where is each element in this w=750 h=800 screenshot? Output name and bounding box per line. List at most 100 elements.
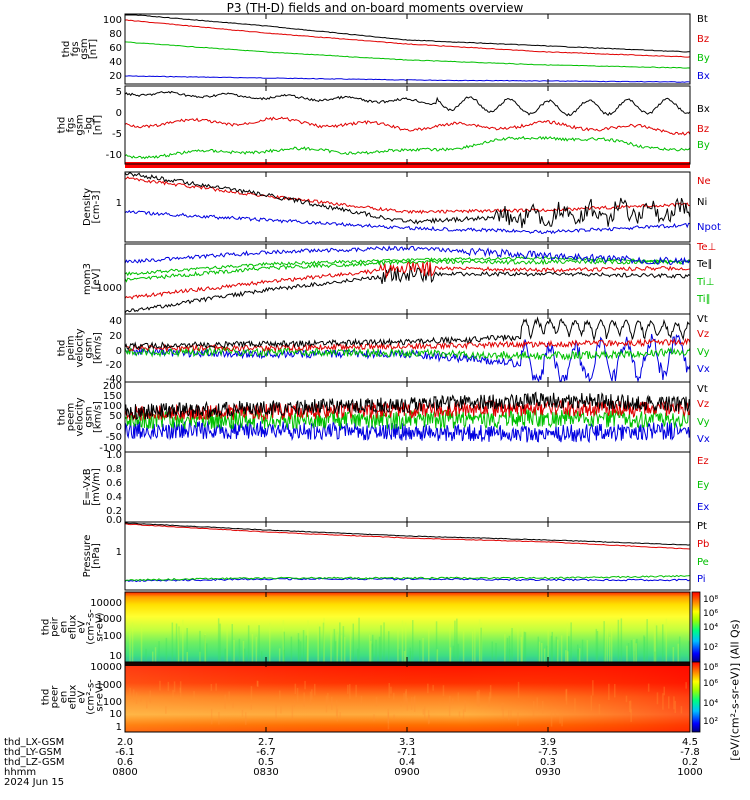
electron-streak [422, 708, 425, 715]
ion-streak [217, 618, 220, 662]
ion-streak [471, 631, 474, 662]
ion-streak [449, 647, 452, 662]
legend-entry: Vx [697, 434, 710, 445]
ion-streak [178, 626, 180, 662]
electron-streak [680, 706, 683, 714]
y-tick-label: -20 [105, 360, 122, 371]
legend-entry: Te∥ [697, 259, 713, 270]
legend-entry: Vx [697, 364, 710, 375]
electron-streak [554, 708, 556, 718]
legend-entry: Ti∥ [697, 294, 711, 305]
ion-streak [603, 621, 605, 662]
electron-streak [501, 703, 503, 711]
y-tick-label: 0 [115, 346, 122, 357]
electron-streak [387, 712, 390, 730]
ephemeris-value: 0.2 [682, 757, 698, 768]
ion-streak [339, 622, 341, 662]
ion-streak [177, 625, 180, 662]
electron-streak [173, 681, 176, 693]
electron-streak [280, 706, 282, 714]
ion-streak [577, 649, 579, 662]
electron-streak [347, 684, 349, 694]
ion-streak [131, 622, 134, 662]
ion-streak [334, 641, 337, 662]
ion-streak [199, 630, 201, 662]
legend-entry: Bz [697, 34, 710, 45]
ion-streak [409, 647, 411, 662]
ion-streak [243, 648, 246, 662]
vy-ion-line [124, 346, 691, 361]
ion-streak [577, 644, 579, 662]
ion-streak [238, 638, 241, 662]
y-tick-label: 40 [109, 57, 122, 68]
legend-entry: Pt [697, 521, 707, 532]
electron-streak [536, 697, 538, 711]
electron-streak [129, 687, 131, 700]
electron-streak [149, 695, 151, 702]
ion-streak [478, 619, 481, 662]
ion-streak [672, 647, 675, 662]
electron-streak [673, 696, 675, 710]
ion-streak [604, 631, 606, 662]
colorbar-tick: 10⁸ [703, 663, 719, 673]
ion-streak [317, 623, 319, 662]
electron-streak [393, 692, 395, 700]
y-tick-label: -50 [105, 432, 122, 443]
electron-streak [132, 689, 135, 700]
ion-streak [380, 625, 382, 662]
colorbar-label: [eV/(cm²-s-sr-eV)] (All Qs) [728, 619, 742, 761]
ion-streak [517, 625, 519, 662]
ephemeris-value: 0.6 [117, 757, 133, 768]
ion-streak [199, 651, 201, 662]
ion-streak [435, 621, 438, 662]
electron-streak [427, 710, 430, 725]
ion-streak [567, 651, 569, 662]
y-tick-label: 20 [109, 331, 122, 342]
electron-streak [685, 682, 687, 689]
ion-streak [297, 633, 300, 662]
electron-streak [406, 698, 409, 711]
ion-streak [323, 617, 325, 662]
te-perp-line [124, 260, 691, 300]
ion-streak [283, 649, 285, 662]
ion-streak [182, 619, 184, 662]
electron-streak [405, 691, 407, 702]
legend-entry: By [697, 140, 710, 151]
chart-title: P3 (TH-D) fields and on-board moments ov… [226, 1, 524, 15]
ion-streak [521, 627, 523, 662]
ion-streak [175, 623, 178, 662]
ion-streak [403, 650, 406, 662]
ephemeris-value: 3.3 [399, 737, 415, 748]
ephemeris-value: 4.5 [682, 737, 698, 748]
electron-streak [179, 687, 181, 693]
y-tick-label: 0.6 [106, 478, 122, 489]
ion-streak [568, 636, 570, 662]
ion-streak [538, 641, 541, 662]
ion-streak [258, 625, 260, 662]
ion-streak [491, 641, 493, 662]
electron-streak [565, 689, 567, 701]
ion-streak [551, 631, 553, 662]
electron-streak [339, 712, 341, 718]
electron-streak [452, 698, 454, 704]
y-tick-label: 5 [115, 87, 122, 98]
electron-streak [457, 692, 460, 702]
electron-streak [390, 686, 392, 694]
ion-streak [643, 635, 645, 662]
ion-streak [610, 628, 613, 662]
y-tick-label: 10000 [90, 662, 122, 673]
ion-streak [665, 618, 668, 662]
ion-streak [523, 631, 526, 662]
ion-streak [508, 648, 511, 662]
ion-streak [333, 628, 336, 662]
ion-streak [165, 637, 168, 662]
ion-streak [145, 648, 147, 662]
ion-streak [307, 620, 309, 662]
ion-streak [662, 624, 664, 662]
ion-streak [204, 633, 206, 662]
ephemeris-label: thd_LY-GSM [4, 747, 62, 758]
y-tick-label: 150 [102, 391, 122, 402]
electron-streak [325, 695, 328, 713]
electron-trend [125, 662, 690, 732]
vz-ion-line [124, 337, 691, 353]
